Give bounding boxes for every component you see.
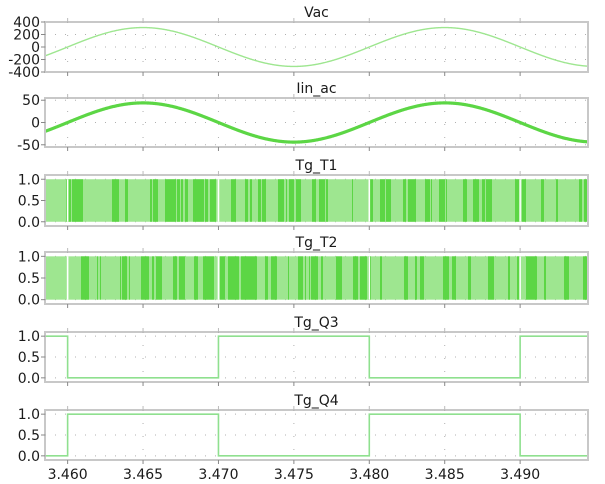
y-tick-label: 0.0 bbox=[18, 371, 40, 387]
panel-tg-q3: Tg_Q3 1.0 0.5 0.0 bbox=[18, 315, 589, 387]
pwm-gap bbox=[519, 256, 521, 300]
x-tick-label: 3.475 bbox=[274, 467, 314, 483]
panel-title: Tg_T1 bbox=[295, 158, 338, 174]
y-tick-label: -400 bbox=[8, 65, 40, 81]
y-tick-label: 0 bbox=[31, 116, 40, 132]
y-tick-label: -50 bbox=[17, 138, 40, 154]
panel-tg-q4: Tg_Q4 1.0 0.5 0.0 3.460 3.465 3.470 3.475 3.480 3… bbox=[18, 393, 589, 483]
x-tick-label: 3.490 bbox=[500, 467, 540, 483]
plot-frame bbox=[44, 409, 589, 461]
panel-iin-ac: Iin_ac 50 0 -50 bbox=[17, 81, 589, 154]
pwm-gap bbox=[217, 256, 220, 300]
x-tick-label: 3.460 bbox=[48, 467, 88, 483]
x-tick-label: 3.485 bbox=[425, 467, 465, 483]
waveform-tg_q4 bbox=[46, 413, 587, 457]
panel-title: Tg_Q3 bbox=[293, 315, 338, 331]
waveform-tg_q3 bbox=[46, 335, 587, 379]
y-tick-label: 1.0 bbox=[18, 249, 40, 265]
x-tick-label: 3.470 bbox=[198, 467, 238, 483]
panel-title: Iin_ac bbox=[296, 81, 336, 97]
panel-title: Tg_T2 bbox=[295, 235, 338, 251]
y-tick-label: 200 bbox=[13, 28, 40, 44]
y-tick-label: 0.0 bbox=[18, 293, 40, 309]
y-tick-label: 1.0 bbox=[18, 329, 40, 345]
y-tick-label: 0.0 bbox=[18, 215, 40, 231]
pwm-gap bbox=[519, 179, 521, 222]
panel-title: Tg_Q4 bbox=[293, 393, 338, 409]
pwm-fill bbox=[46, 179, 587, 222]
pwm-gap bbox=[368, 179, 371, 222]
y-tick-label: 0.0 bbox=[18, 449, 40, 465]
y-tick-label: 50 bbox=[22, 93, 40, 109]
waveform-vac bbox=[46, 26, 587, 68]
y-tick-label: 1.0 bbox=[18, 172, 40, 188]
panel-tg-t1: Tg_T1 1.0 0.5 0.0 bbox=[18, 158, 589, 231]
y-tick-label: 0 bbox=[31, 40, 40, 56]
panel-title: Vac bbox=[304, 5, 329, 21]
pwm-gap bbox=[66, 256, 69, 300]
y-tick-label: -200 bbox=[8, 53, 40, 69]
pwm-gap bbox=[217, 179, 220, 222]
waveform-iin_ac bbox=[46, 101, 587, 144]
pwm-gap bbox=[66, 179, 69, 222]
x-tick-label: 3.480 bbox=[349, 467, 389, 483]
plot-frame bbox=[44, 331, 589, 383]
panel-tg-t2: Tg_T2 1.0 0.5 0.0 bbox=[18, 235, 589, 309]
pwm-gap bbox=[368, 256, 371, 300]
y-tick-label: 0.5 bbox=[18, 271, 40, 287]
y-tick-label: 0.5 bbox=[18, 194, 40, 210]
y-tick-label: 0.5 bbox=[18, 428, 40, 444]
y-tick-label: 400 bbox=[13, 15, 40, 31]
x-tick-label: 3.465 bbox=[123, 467, 163, 483]
y-tick-label: 0.5 bbox=[18, 350, 40, 366]
y-tick-label: 1.0 bbox=[18, 407, 40, 423]
